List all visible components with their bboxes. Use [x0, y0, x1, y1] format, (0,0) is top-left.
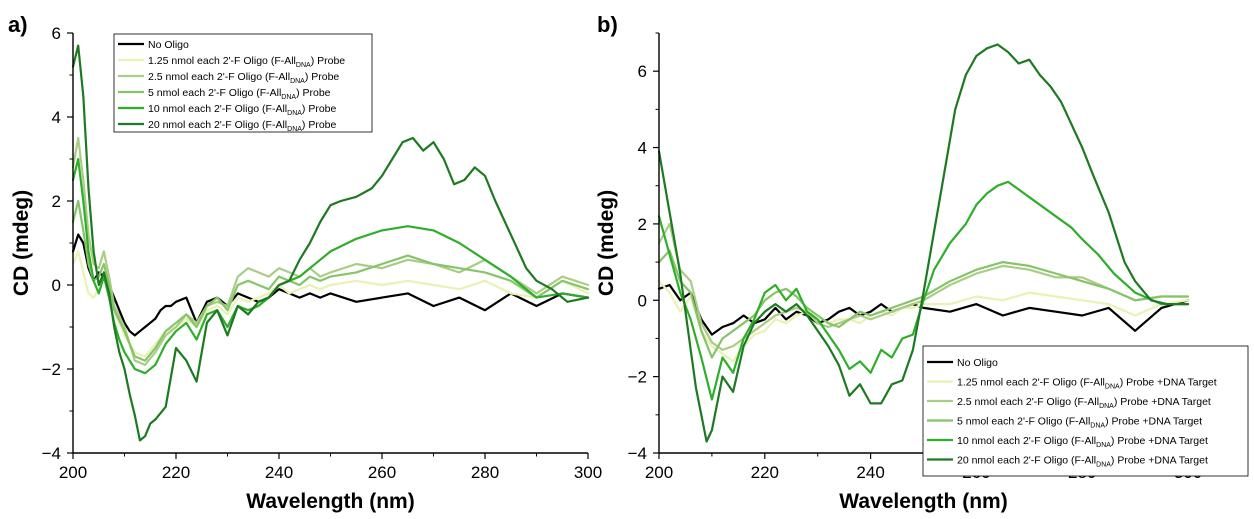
y-tick-label: −2 — [628, 368, 647, 387]
legend-box — [922, 345, 1249, 477]
series-line-6 — [71, 44, 590, 442]
series-line-4 — [71, 199, 590, 362]
series-line-3 — [657, 222, 1190, 351]
legend-label-6: 20 nmol each 2'-F Oligo (F-AllDNA) Probe… — [957, 455, 1208, 469]
x-axis-title: Wavelength (nm) — [246, 490, 414, 513]
series-line-1 — [657, 283, 1190, 336]
legend-label-1: No Oligo — [148, 39, 189, 51]
y-axis-title: CD (mdeg) — [595, 190, 618, 296]
legend-label-6: 20 nmol each 2'-F Oligo (F-AllDNA) Probe — [148, 119, 337, 133]
y-tick-label: −2 — [42, 360, 61, 379]
legend-label-1: No Oligo — [957, 357, 998, 369]
x-tick-label: 240 — [856, 463, 884, 482]
legend-label-3: 2.5 nmol each 2'-F Oligo (F-AllDNA) Prob… — [148, 71, 339, 85]
y-tick-label: −4 — [628, 444, 647, 463]
legend: No Oligo 1.25 nmol each 2'-F Oligo (F-All… — [113, 33, 373, 133]
series-line-5 — [71, 157, 590, 375]
y-tick-label: −4 — [42, 444, 61, 463]
y-tick-label: 2 — [638, 215, 647, 234]
x-tick-label: 200 — [645, 463, 673, 482]
panel-label: b) — [597, 12, 618, 37]
y-axis-title: CD (mdeg) — [10, 190, 33, 296]
panel-label: a) — [8, 12, 28, 37]
legend-label-4: 5 nmol each 2'-F Oligo (F-AllDNA) Probe — [148, 87, 331, 101]
legend-label-2: 1.25 nmol each 2'-F Oligo (F-AllDNA) Pro… — [148, 55, 345, 69]
series-line-4 — [657, 249, 1190, 359]
series-line-2 — [71, 250, 590, 358]
legend-label-4: 5 nmol each 2'-F Oligo (F-AllDNA) Probe … — [957, 416, 1202, 430]
legend-label-5: 10 nmol each 2'-F Oligo (F-AllDNA) Probe — [148, 103, 337, 117]
series-line-6 — [657, 43, 1190, 443]
series-line-3 — [71, 136, 590, 366]
y-tick-label: 6 — [52, 24, 61, 43]
y-tick-label: 0 — [638, 291, 647, 310]
x-axis-title: Wavelength (nm) — [839, 490, 1007, 513]
legend-label-3: 2.5 nmol each 2'-F Oligo (F-AllDNA) Prob… — [957, 396, 1211, 410]
y-tick-label: 2 — [52, 192, 61, 211]
legend-box — [113, 33, 373, 133]
x-tick-label: 300 — [574, 463, 602, 482]
x-tick-label: 200 — [59, 463, 87, 482]
x-tick-label: 220 — [162, 463, 190, 482]
y-tick-label: 0 — [52, 276, 61, 295]
series-line-2 — [657, 280, 1190, 363]
x-tick-label: 220 — [751, 463, 779, 482]
y-tick-label: 4 — [52, 108, 61, 127]
legend: No Oligo 1.25 nmol each 2'-F Oligo (F-All… — [922, 345, 1249, 477]
x-tick-label: 240 — [265, 463, 293, 482]
chart-panel-1: a) 200 220 240 260 280 300 −4 −2 0 2 4 6 Wavelength (… — [8, 12, 602, 513]
x-tick-label: 280 — [471, 463, 499, 482]
x-tick-label: 260 — [368, 463, 396, 482]
y-tick-label: 4 — [638, 139, 647, 158]
legend-label-5: 10 nmol each 2'-F Oligo (F-AllDNA) Probe… — [957, 435, 1208, 449]
legend-label-2: 1.25 nmol each 2'-F Oligo (F-AllDNA) Pro… — [957, 377, 1217, 391]
series-line-5 — [657, 180, 1190, 401]
y-tick-label: 6 — [638, 62, 647, 81]
